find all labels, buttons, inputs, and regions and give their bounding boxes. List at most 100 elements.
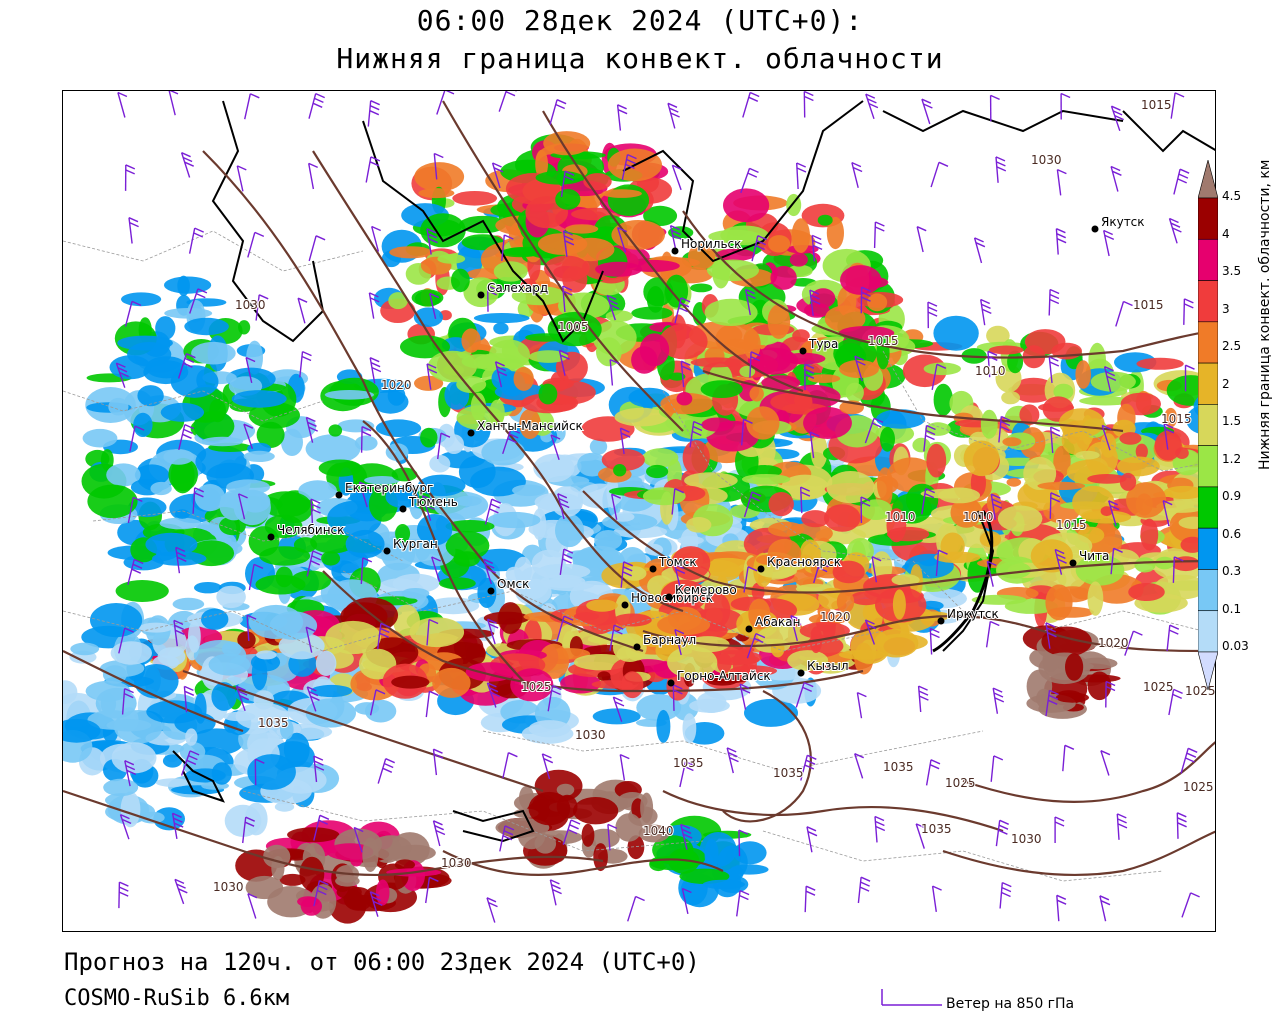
cloud-cell xyxy=(111,742,157,774)
wind-barb xyxy=(486,897,498,923)
city-marker: Кызыл xyxy=(797,658,850,677)
cloud-cell xyxy=(528,791,571,826)
cloud-cell xyxy=(887,457,936,493)
cloud-cell xyxy=(643,205,678,226)
isobar-label: 1015 xyxy=(1133,298,1164,312)
wind-barb xyxy=(854,753,864,779)
wind-barb xyxy=(804,363,815,391)
isobar-label: 1020 xyxy=(1098,636,1129,650)
region-boundary xyxy=(242,790,704,852)
wind-barb xyxy=(432,820,446,847)
wind-barb xyxy=(124,300,142,327)
cloud-cell xyxy=(174,509,190,519)
legend-tick-label: 0.03 xyxy=(1222,639,1249,653)
wind-barb xyxy=(425,876,439,904)
legend-tick-label: 3 xyxy=(1222,301,1230,316)
cloud-cell xyxy=(540,574,586,589)
wind-barb xyxy=(860,286,871,314)
isobar-line xyxy=(682,210,1215,359)
wind-barb xyxy=(921,98,933,125)
city-dot xyxy=(477,291,485,299)
wind-barb xyxy=(243,423,254,450)
coastline xyxy=(211,100,325,343)
wind-barb xyxy=(562,819,581,846)
wind-barb xyxy=(871,556,882,583)
wind-barb xyxy=(541,753,554,780)
cloud-cell xyxy=(1154,574,1207,600)
cloud-cell xyxy=(394,859,415,870)
wind-barb xyxy=(813,557,831,584)
cloud-cell xyxy=(452,191,498,206)
wind-barb xyxy=(1049,492,1061,519)
legend-tick-label: 1.5 xyxy=(1222,414,1242,428)
cloud-cell xyxy=(110,641,152,665)
cloud-cell xyxy=(787,650,829,671)
cloud-cell xyxy=(465,643,486,665)
cloud-cell xyxy=(172,597,205,611)
isobar-label: 1010 xyxy=(963,510,994,524)
wind-barb xyxy=(547,684,562,712)
region-boundary xyxy=(92,510,404,562)
cloud-cell xyxy=(986,492,1002,514)
cloud-cell xyxy=(470,392,486,421)
wind-barb xyxy=(486,682,500,708)
wind-barb xyxy=(990,493,1003,521)
wind-barb xyxy=(559,548,574,575)
isobar-label: 1025 xyxy=(1183,780,1214,794)
wind-barb xyxy=(117,91,128,118)
coastline xyxy=(882,109,1124,133)
wind-barb xyxy=(1183,298,1194,325)
cloud-cell xyxy=(133,412,153,437)
cloud-cell xyxy=(418,188,455,199)
cloud-cell xyxy=(279,873,306,886)
cloud-cell xyxy=(219,490,249,521)
wind-barb xyxy=(1172,556,1184,583)
isobars xyxy=(63,100,1215,877)
cloud-cell xyxy=(184,317,229,336)
cloud-cell xyxy=(1087,581,1104,616)
wind-barb xyxy=(235,685,250,712)
cloud-cell xyxy=(702,879,746,890)
cloud-cell xyxy=(375,879,390,906)
wind-barb xyxy=(607,823,618,851)
cloud-cell xyxy=(159,517,202,530)
wind-barb xyxy=(874,815,886,843)
wind-barb xyxy=(502,428,521,455)
cloud-cell xyxy=(259,546,311,566)
wind-barb xyxy=(1110,165,1122,192)
isobar-line xyxy=(362,420,534,692)
isobar-line xyxy=(182,669,544,793)
city-label: Кызыл xyxy=(807,659,849,673)
wind-barb xyxy=(242,816,255,844)
wind-barb xyxy=(995,819,1009,847)
wind-barb xyxy=(245,356,256,384)
wind-barb xyxy=(742,91,760,118)
cloud-cell xyxy=(704,838,719,871)
cloud-cell xyxy=(611,220,665,250)
cloud-cell xyxy=(940,532,965,561)
cloud-cell xyxy=(544,255,590,282)
cloud-cell xyxy=(572,797,619,825)
cloud-cell xyxy=(389,246,433,259)
legend-swatch-bottom xyxy=(1197,651,1219,692)
cloud-cell xyxy=(567,237,615,262)
cloud-cell xyxy=(722,338,751,354)
wind-barb xyxy=(297,297,308,324)
cloud-cell xyxy=(191,341,236,365)
isobar-labels: 1015 1030 1015 1030 1020 1005 1015 1010 1015 1010… xyxy=(212,97,1215,895)
wind-barb xyxy=(986,560,997,587)
cloud-cell xyxy=(704,592,731,628)
cloud-cell xyxy=(531,549,566,578)
cloud-cell xyxy=(1100,506,1113,517)
wind-barb xyxy=(308,92,325,119)
cloud-cell xyxy=(433,491,489,520)
cloud-cell xyxy=(741,474,791,485)
cloud-cell xyxy=(512,484,546,497)
cloud-cell xyxy=(757,564,797,578)
legend-tick-label: 4.5 xyxy=(1222,189,1242,203)
wind-barb xyxy=(751,235,768,262)
wind-barb xyxy=(494,361,508,388)
wind-barb xyxy=(619,753,630,781)
isobar-label: 1015 xyxy=(1161,412,1192,426)
cloud-cell xyxy=(615,813,643,842)
